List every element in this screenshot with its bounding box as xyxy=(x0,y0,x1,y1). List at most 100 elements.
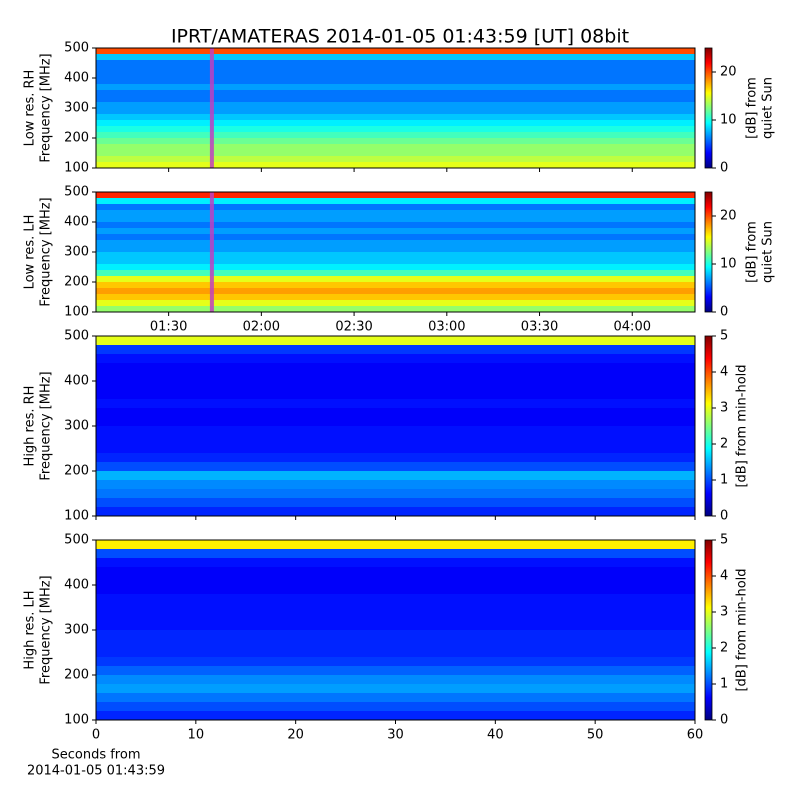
figure-title: IPRT/AMATERAS 2014-01-05 01:43:59 [UT] 0… xyxy=(171,26,629,48)
colorbar-tick-label: 0 xyxy=(720,305,728,320)
x-tick-label: 10 xyxy=(188,728,205,743)
x-tick-label: 01:30 xyxy=(150,320,187,335)
spectrogram-band xyxy=(96,558,695,567)
spectrogram-band xyxy=(96,594,695,603)
y-tick-label: 400 xyxy=(64,578,89,593)
colorbar-tick-label: 4 xyxy=(720,365,728,380)
x-tick-label: 50 xyxy=(587,728,604,743)
y-tick-label: 500 xyxy=(64,533,89,548)
y-tick-label: 200 xyxy=(64,464,89,479)
x-axis-label: 2014-01-05 01:43:59 xyxy=(27,764,165,779)
spectrogram-band xyxy=(96,300,695,306)
spectrogram-band xyxy=(96,363,695,372)
spectrogram-band xyxy=(96,138,695,144)
spectrogram-band xyxy=(96,120,695,126)
spectrogram-band xyxy=(96,96,695,102)
x-tick-label: 0 xyxy=(92,728,100,743)
x-tick-label: 20 xyxy=(287,728,304,743)
y-tick-label: 200 xyxy=(64,275,89,290)
colorbar-tick-label: 1 xyxy=(720,677,728,692)
spectrogram-band xyxy=(96,612,695,621)
colorbar-tick-label: 20 xyxy=(720,209,737,224)
colorbar-tick-label: 0 xyxy=(720,161,728,176)
spectrogram-band xyxy=(96,102,695,108)
y-tick-label: 100 xyxy=(64,161,89,176)
y-tick-label: 400 xyxy=(64,71,89,86)
colorbar-label: quiet Sun xyxy=(761,77,776,139)
spectrogram-band xyxy=(96,630,695,639)
spectrogram-band xyxy=(96,60,695,66)
spectrogram-band xyxy=(96,576,695,585)
y-axis-label: Frequency [MHz] xyxy=(39,53,54,162)
spectrogram-band xyxy=(96,78,695,84)
spectrogram-band xyxy=(96,498,695,507)
colorbar-tick-label: 1 xyxy=(720,473,728,488)
spectrogram-band xyxy=(96,84,695,90)
time-marker xyxy=(209,48,214,168)
spectrogram-band xyxy=(96,144,695,150)
spectrogram-band xyxy=(96,156,695,162)
spectrogram-band xyxy=(96,345,695,354)
colorbar-tick-label: 5 xyxy=(720,533,728,548)
spectrogram-band xyxy=(96,462,695,471)
colorbar-tick-label: 5 xyxy=(720,329,728,344)
spectrogram-band xyxy=(96,240,695,246)
colorbar-tick-label: 20 xyxy=(720,65,737,80)
y-axis-label: Frequency [MHz] xyxy=(39,575,54,684)
colorbar xyxy=(704,47,713,169)
colorbar-tick-label: 3 xyxy=(720,401,728,416)
colorbar-tick-label: 10 xyxy=(720,113,737,128)
colorbar-label: quiet Sun xyxy=(761,221,776,283)
spectrogram-band xyxy=(96,258,695,264)
y-tick-label: 500 xyxy=(64,185,89,200)
y-axis-label: High res. LH xyxy=(23,590,38,669)
spectrogram-band xyxy=(96,150,695,156)
spectrogram-band xyxy=(96,480,695,489)
y-tick-label: 200 xyxy=(64,668,89,683)
y-tick-label: 300 xyxy=(64,101,89,116)
y-tick-label: 400 xyxy=(64,374,89,389)
y-axis-label: Frequency [MHz] xyxy=(39,197,54,306)
colorbar-tick-label: 4 xyxy=(720,569,728,584)
spectrogram-band xyxy=(96,132,695,138)
spectrogram-band xyxy=(96,489,695,498)
y-tick-label: 100 xyxy=(64,509,89,524)
spectrogram-band xyxy=(96,426,695,435)
spectrogram-band xyxy=(96,306,695,312)
spectrogram-band xyxy=(96,666,695,675)
spectrogram-band xyxy=(96,198,695,204)
spectrogram-band xyxy=(96,204,695,210)
spectrogram-band xyxy=(96,288,695,294)
x-tick-label: 40 xyxy=(487,728,504,743)
y-tick-label: 100 xyxy=(64,305,89,320)
colorbar-label: [dB] from min-hold xyxy=(735,568,750,691)
spectrogram-band xyxy=(96,126,695,132)
y-axis-label: High res. RH xyxy=(23,386,38,467)
spectrogram-band xyxy=(96,507,695,516)
spectrogram-band xyxy=(96,444,695,453)
spectrogram-band xyxy=(96,252,695,258)
colorbar-tick-label: 10 xyxy=(720,257,737,272)
spectrogram-band xyxy=(96,192,695,198)
spectrogram-band xyxy=(96,336,695,345)
x-tick-label: 30 xyxy=(387,728,404,743)
spectrogram-band xyxy=(96,234,695,240)
y-tick-label: 500 xyxy=(64,41,89,56)
spectrogram-band xyxy=(96,399,695,408)
x-tick-label: 03:00 xyxy=(428,320,465,335)
spectrogram-band xyxy=(96,603,695,612)
y-axis-label: Frequency [MHz] xyxy=(39,371,54,480)
spectrogram-band xyxy=(96,693,695,702)
spectrogram-band xyxy=(96,54,695,60)
spectrogram-band xyxy=(96,585,695,594)
spectrogram-band xyxy=(96,270,695,276)
spectrogram-band xyxy=(96,621,695,630)
colorbar xyxy=(704,539,713,721)
y-tick-label: 300 xyxy=(64,245,89,260)
colorbar-label: [dB] from min-hold xyxy=(735,364,750,487)
colorbar-tick-label: 2 xyxy=(720,641,728,656)
spectrogram-band xyxy=(96,702,695,711)
spectrogram-band xyxy=(96,48,695,54)
y-tick-label: 400 xyxy=(64,215,89,230)
colorbar-label: [dB] from xyxy=(745,77,760,139)
